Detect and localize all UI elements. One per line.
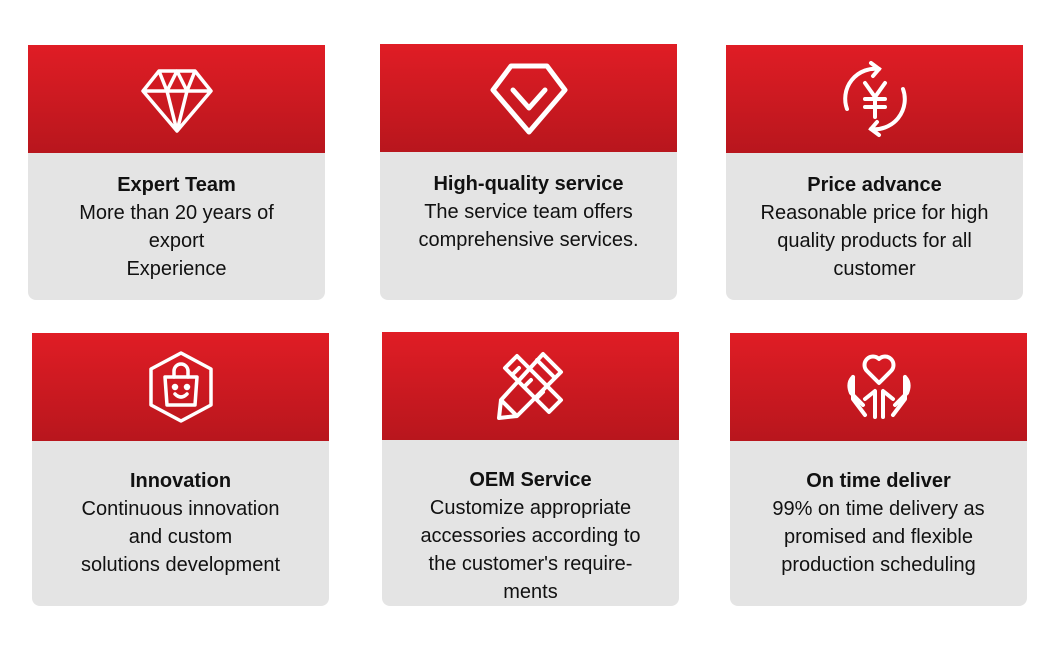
pencil-ruler-icon [496,352,563,420]
card-oem-service: OEM Service Customize appropriate access… [382,332,679,606]
card-description: The service team offers comprehensive se… [418,201,639,251]
card-description: Continuous innovation and custom solutio… [80,498,280,576]
card-header [730,333,1027,441]
gem-check-icon [490,63,567,135]
card-title: Price advance [807,174,942,196]
card-on-time-deliver: On time deliver 99% on time delivery as … [730,333,1027,606]
card-title: On time deliver [806,470,951,492]
card-description: Customize appropriate accessories accord… [420,497,641,603]
card-header [382,332,679,440]
yen-cycle-icon [842,61,907,137]
card-description: More than 20 years of export Experience [79,202,274,280]
card-header [28,45,325,153]
diamond-icon [140,69,213,133]
card-description: 99% on time delivery as promised and fle… [772,498,985,576]
card-title: Expert Team [117,174,236,196]
heart-hands-icon [846,354,911,419]
card-header [32,333,329,441]
card-high-quality-service: High-quality service The service team of… [380,44,677,300]
card-title: High-quality service [433,173,624,195]
card-header [380,44,677,152]
card-price-advance: Price advance Reasonable price for high … [726,45,1023,300]
card-title: OEM Service [469,469,592,491]
card-innovation: Innovation Continuous innovation and cus… [32,333,329,606]
card-title: Innovation [129,470,232,492]
card-description: Reasonable price for high quality produc… [760,202,989,280]
shopping-bag-icon [148,351,213,423]
card-header [726,45,1023,153]
card-expert-team: Expert Team More than 20 years of export… [28,45,325,300]
